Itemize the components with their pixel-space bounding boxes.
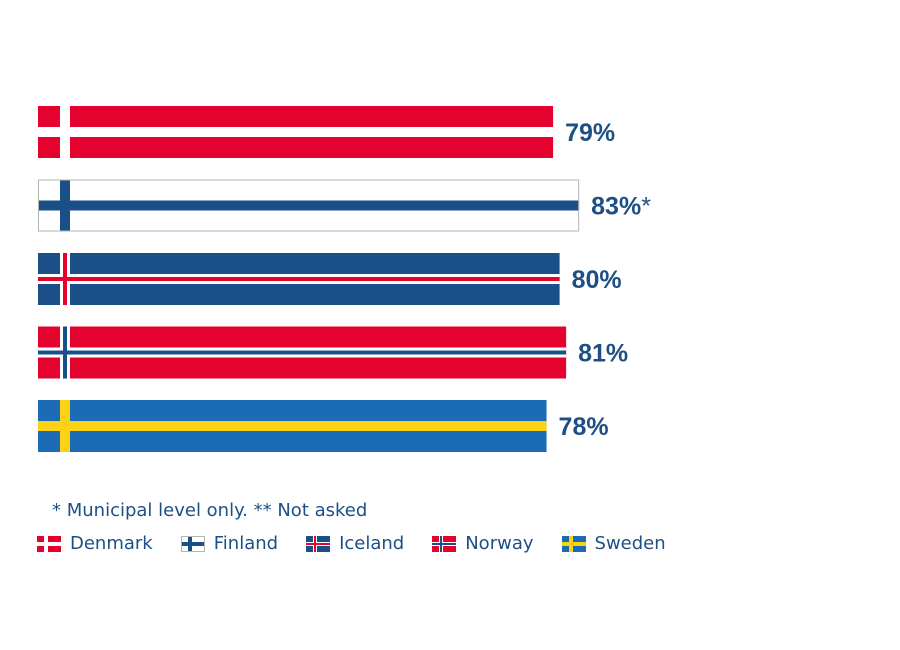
legend-item-denmark: Denmark <box>37 533 153 554</box>
sweden-flag-icon <box>561 535 586 552</box>
bar-norway <box>38 326 567 379</box>
footnote: * Municipal level only. ** Not asked <box>52 500 368 521</box>
legend-label-norway: Norway <box>465 533 534 554</box>
bar-denmark <box>38 106 554 158</box>
bar-sweden <box>38 400 547 452</box>
legend-swatch-iceland-inner-horizontal <box>306 542 331 545</box>
legend: Denmark Finland Iceland Norway Sweden <box>37 533 666 554</box>
legend-swatch-denmark-cross-horizontal <box>37 541 61 546</box>
bar-finland <box>38 179 580 232</box>
legend-swatch-sweden-cross-horizontal <box>561 541 586 546</box>
bar-norway-inner-horizontal <box>38 350 567 355</box>
legend-item-norway: Norway <box>432 533 534 554</box>
bar-finland-cross-horizontal <box>38 200 580 211</box>
legend-swatch-finland-cross-horizontal <box>180 541 205 546</box>
legend-label-iceland: Iceland <box>339 533 405 554</box>
legend-label-sweden: Sweden <box>594 533 666 554</box>
value-labels-group: 79% 83%* 80% 81% 78% <box>559 119 652 441</box>
finland-flag-icon <box>180 535 205 552</box>
norway-flag-icon <box>432 535 457 552</box>
legend-label-denmark: Denmark <box>70 533 153 554</box>
bars-group <box>38 106 580 452</box>
denmark-flag-icon <box>37 535 61 552</box>
legend-item-iceland: Iceland <box>306 533 404 554</box>
bar-sweden-cross-horizontal <box>38 421 547 431</box>
legend-swatch-norway-inner-horizontal <box>432 542 457 545</box>
legend-item-finland: Finland <box>180 533 279 554</box>
legend-item-sweden: Sweden <box>561 533 666 554</box>
bar-iceland <box>38 253 560 305</box>
value-label-denmark: 79% <box>565 119 615 147</box>
iceland-flag-icon <box>306 535 331 552</box>
value-label-sweden: 78% <box>559 413 609 441</box>
bar-iceland-inner-horizontal <box>38 277 560 281</box>
bar-denmark-cross-horizontal <box>38 127 554 137</box>
bar-finland-border <box>38 179 580 232</box>
value-label-norway: 81% <box>578 340 628 368</box>
value-label-iceland: 80% <box>572 266 622 294</box>
value-label-finland: 83%* <box>591 193 651 221</box>
legend-label-finland: Finland <box>213 533 279 554</box>
legend-swatch-finland-border <box>180 535 205 552</box>
